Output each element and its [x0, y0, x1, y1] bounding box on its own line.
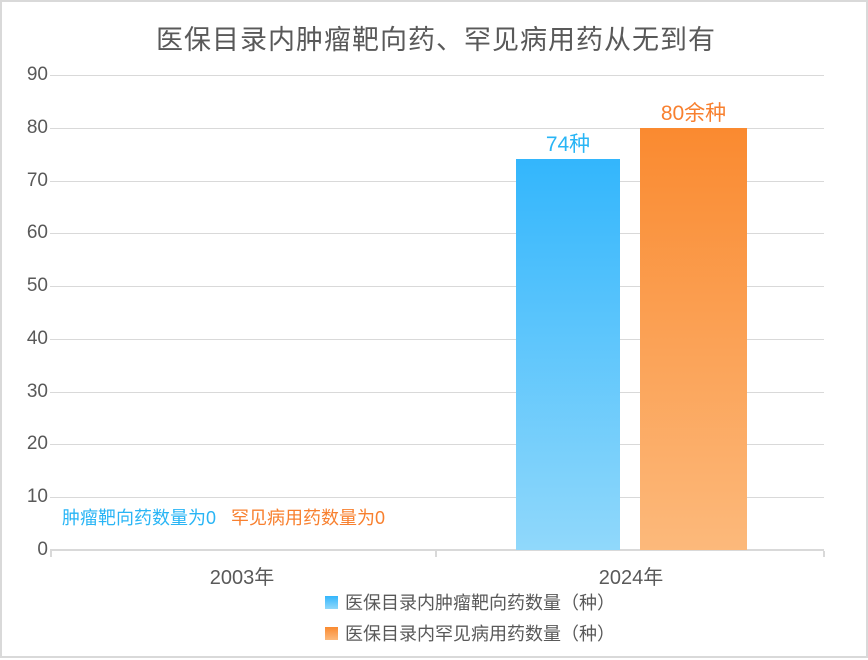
y-tick-label-50: 50 — [26, 275, 48, 297]
x-axis-label-2003: 2003年 — [209, 567, 275, 589]
x-axis-line — [50, 549, 824, 551]
gridline-40 — [50, 338, 824, 340]
zero-annotations: 肿瘤靶向药数量为0 罕见病用药数量为0 — [62, 504, 385, 530]
gridline-70 — [50, 180, 824, 182]
gridline-20 — [50, 444, 824, 446]
gridline-60 — [50, 233, 824, 235]
chart-title: 医保目录内肿瘤靶向药、罕见病用药从无到有 — [156, 25, 716, 55]
y-tick-label-10: 10 — [26, 486, 48, 508]
y-tick-label-70: 70 — [26, 169, 48, 191]
bar-rare-disease-drugs-2024[interactable] — [640, 127, 747, 550]
y-tick-label-20: 20 — [26, 433, 48, 455]
gridline-30 — [50, 391, 824, 393]
legend-swatch-blue-icon — [325, 595, 338, 609]
annotation-rare-disease-drugs-zero: 罕见病用药数量为0 — [231, 508, 386, 528]
x-axis-tick-right — [823, 551, 825, 557]
y-tick-label-0: 0 — [37, 539, 48, 560]
x-axis-label-2024: 2024年 — [598, 567, 664, 589]
gridline-80 — [50, 127, 824, 129]
y-tick-label-90: 90 — [26, 64, 48, 85]
gridline-50 — [50, 286, 824, 288]
legend-label-tumor-drugs: 医保目录内肿瘤靶向药数量（种） — [345, 593, 615, 613]
x-axis-tick-left — [50, 551, 52, 557]
legend-swatch-orange-icon — [325, 626, 338, 640]
legend-label-rare-disease-drugs: 医保目录内罕见病用药数量（种） — [345, 624, 615, 644]
x-axis-tick-middle — [435, 551, 437, 557]
annotation-tumor-drugs-zero: 肿瘤靶向药数量为0 — [62, 508, 217, 528]
data-label-rare-disease-drugs: 80余种 — [660, 101, 727, 125]
y-tick-label-40: 40 — [26, 327, 48, 349]
legend-item-tumor-drugs[interactable]: 医保目录内肿瘤靶向药数量（种） — [325, 589, 615, 615]
legend-item-rare-disease-drugs[interactable]: 医保目录内罕见病用药数量（种） — [325, 620, 615, 646]
legend: 医保目录内肿瘤靶向药数量（种） 医保目录内罕见病用药数量（种） — [36, 589, 868, 646]
gridline-10 — [50, 497, 824, 499]
y-tick-label-60: 60 — [26, 222, 48, 244]
y-tick-label-80: 80 — [26, 116, 48, 138]
data-label-tumor-drugs: 74种 — [545, 133, 591, 157]
y-tick-label-30: 30 — [26, 380, 48, 402]
bar-tumor-targeted-drugs-2024[interactable] — [516, 159, 620, 550]
gridline-90 — [50, 75, 824, 76]
